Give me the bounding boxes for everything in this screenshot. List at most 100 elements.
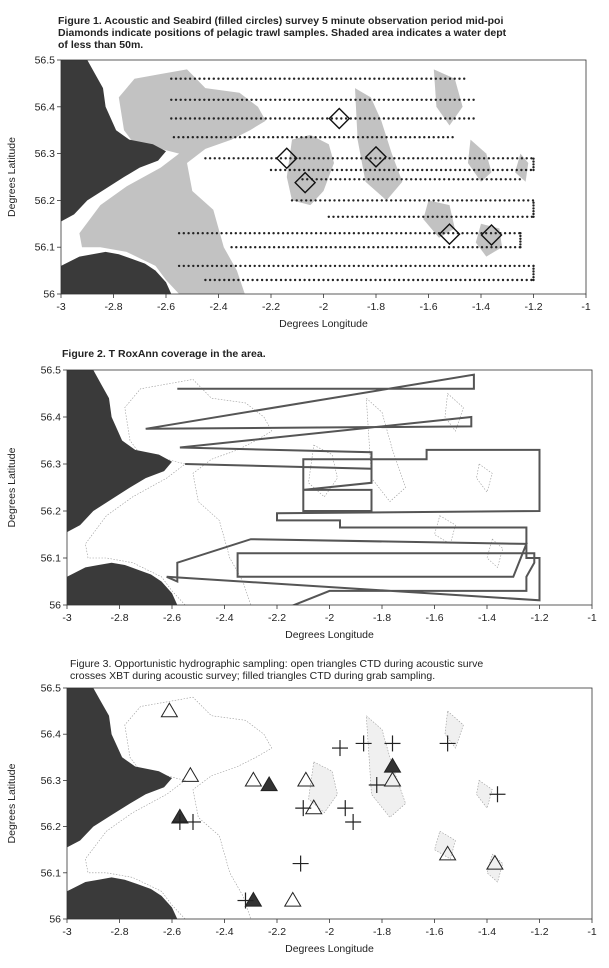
survey-point bbox=[472, 98, 475, 102]
survey-point bbox=[480, 264, 483, 268]
y-tick-label: 56.5 bbox=[35, 55, 56, 67]
ctd-acoustic-triangle bbox=[438, 845, 457, 861]
survey-point bbox=[372, 246, 375, 249]
survey-point bbox=[532, 270, 535, 273]
survey-point bbox=[269, 98, 272, 102]
survey-point bbox=[402, 278, 405, 282]
survey-point bbox=[259, 77, 263, 80]
survey-point bbox=[487, 168, 490, 172]
x-tick-label: -1.2 bbox=[530, 926, 548, 938]
survey-point bbox=[339, 178, 342, 181]
survey-point bbox=[312, 157, 316, 160]
figure-3-caption-line-1: Figure 3. Opportunistic hydrographic sam… bbox=[70, 658, 484, 670]
survey-point bbox=[237, 157, 240, 160]
survey-point bbox=[391, 246, 394, 249]
survey-point bbox=[359, 117, 362, 120]
survey-point bbox=[400, 264, 403, 268]
survey-point bbox=[320, 246, 323, 249]
survey-point bbox=[340, 168, 344, 172]
ctd-acoustic-triangle bbox=[304, 799, 323, 815]
survey-point bbox=[480, 246, 484, 249]
survey-point bbox=[532, 276, 535, 279]
survey-point bbox=[466, 232, 469, 235]
figure-1-map: -3 -2.8 -2.6 -2.4 -2.2 -2 -1.8 -1.6 -1.4 -1.2 -1 56… bbox=[6, 55, 591, 331]
survey-point bbox=[201, 136, 204, 139]
survey-point bbox=[532, 157, 535, 160]
survey-point bbox=[193, 77, 197, 80]
survey-point bbox=[212, 77, 215, 80]
survey-point bbox=[364, 278, 368, 282]
survey-point bbox=[427, 136, 431, 139]
survey-point bbox=[509, 246, 512, 249]
survey-point bbox=[295, 199, 298, 202]
survey-point bbox=[386, 178, 389, 181]
survey-point bbox=[234, 136, 237, 139]
survey-point bbox=[396, 117, 400, 120]
survey-point bbox=[232, 157, 235, 160]
survey-point bbox=[413, 199, 416, 202]
survey-point bbox=[461, 178, 465, 181]
survey-point bbox=[511, 215, 515, 218]
survey-point bbox=[212, 117, 215, 120]
survey-point bbox=[532, 278, 535, 282]
survey-point bbox=[213, 278, 216, 282]
survey-point bbox=[395, 232, 398, 235]
x-tick-label: -2.4 bbox=[215, 612, 233, 624]
y-tick-label: 56.1 bbox=[41, 867, 62, 879]
survey-point bbox=[420, 117, 423, 120]
survey-point bbox=[416, 157, 420, 160]
x-tick-label: -1.4 bbox=[478, 612, 496, 624]
survey-point bbox=[284, 157, 287, 160]
survey-point bbox=[235, 246, 238, 249]
survey-point bbox=[532, 204, 535, 207]
survey-point bbox=[286, 232, 289, 235]
xbt-cross bbox=[332, 740, 348, 757]
survey-point bbox=[256, 278, 259, 282]
survey-point bbox=[431, 215, 434, 218]
survey-point bbox=[219, 136, 223, 139]
survey-point bbox=[240, 117, 244, 120]
survey-point bbox=[485, 232, 488, 235]
y-tick-label: 56.2 bbox=[41, 821, 62, 833]
survey-point bbox=[205, 136, 209, 139]
survey-point bbox=[291, 246, 295, 249]
survey-point bbox=[377, 77, 381, 80]
survey-point bbox=[464, 215, 467, 218]
survey-point bbox=[358, 246, 361, 249]
survey-point bbox=[210, 136, 213, 139]
survey-point bbox=[330, 98, 334, 102]
x-tick-label: -2.4 bbox=[209, 301, 227, 313]
x-axis-label: Degrees Longitude bbox=[285, 943, 374, 955]
survey-point bbox=[282, 246, 285, 249]
survey-point bbox=[463, 77, 466, 80]
survey-point bbox=[258, 232, 261, 235]
survey-point bbox=[322, 157, 325, 160]
survey-point bbox=[192, 264, 195, 268]
survey-point bbox=[270, 157, 273, 160]
survey-point bbox=[504, 178, 507, 181]
survey-point bbox=[392, 168, 395, 172]
survey-point bbox=[352, 136, 355, 139]
figure-1-caption-line-2: Diamonds indicate positions of pelagic t… bbox=[58, 27, 507, 39]
survey-point bbox=[452, 178, 455, 181]
survey-point bbox=[186, 136, 190, 139]
survey-point bbox=[207, 117, 211, 120]
survey-point bbox=[255, 77, 258, 80]
survey-point bbox=[177, 232, 181, 235]
trawl-diamond bbox=[438, 223, 461, 246]
survey-point bbox=[296, 264, 299, 268]
survey-point bbox=[434, 77, 437, 80]
survey-point bbox=[499, 246, 503, 249]
x-tick-label: -2.8 bbox=[110, 926, 128, 938]
survey-point bbox=[464, 157, 467, 160]
survey-point bbox=[301, 246, 304, 249]
survey-point bbox=[333, 136, 336, 139]
survey-point bbox=[434, 117, 437, 120]
depth-contour bbox=[85, 379, 273, 605]
survey-point bbox=[525, 278, 528, 282]
survey-point bbox=[347, 199, 350, 202]
survey-point bbox=[319, 199, 322, 202]
survey-point bbox=[367, 246, 370, 249]
survey-point bbox=[471, 246, 474, 249]
survey-point bbox=[346, 215, 349, 218]
